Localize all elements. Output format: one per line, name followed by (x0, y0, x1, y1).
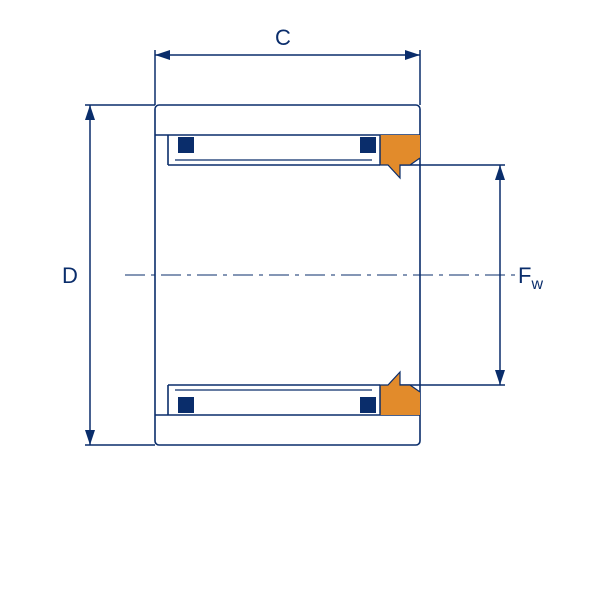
cage-square-tl (178, 137, 194, 153)
label-d: D (62, 263, 78, 288)
seal-top (380, 135, 420, 178)
bearing-diagram: C D Fw (0, 0, 600, 600)
seal-bottom (380, 372, 420, 415)
label-c: C (275, 25, 291, 50)
label-fw: Fw (518, 263, 543, 293)
cage-square-tr (360, 137, 376, 153)
dimension-c: C (155, 25, 420, 105)
cage-square-bl (178, 397, 194, 413)
cage-square-br (360, 397, 376, 413)
